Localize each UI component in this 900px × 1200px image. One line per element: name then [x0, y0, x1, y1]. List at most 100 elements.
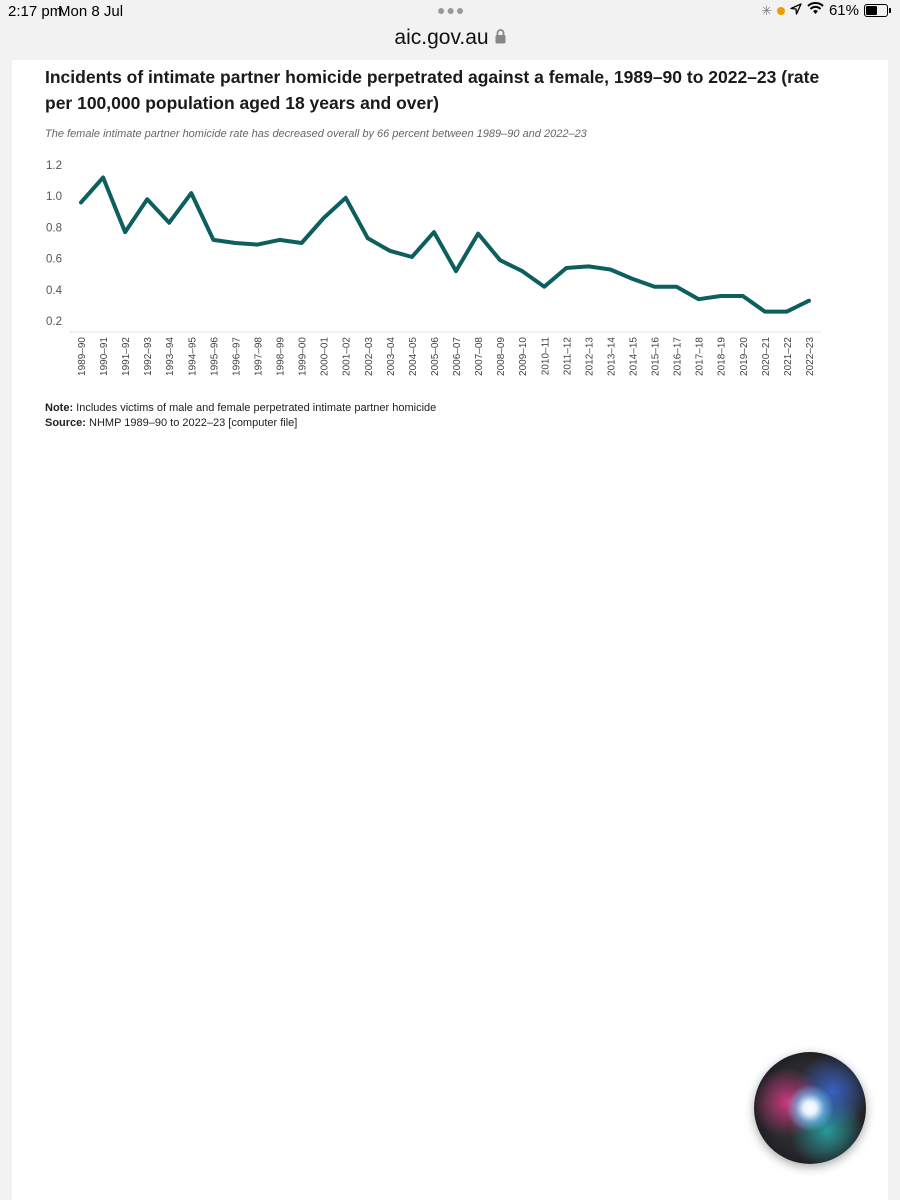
note-line: Note: Includes victims of male and femal… [45, 401, 436, 416]
x-tick-label: 1992–93 [143, 337, 154, 376]
x-tick-label: 1995–96 [209, 337, 220, 376]
data-point [608, 268, 612, 272]
x-tick-label: 2005–06 [430, 337, 441, 376]
data-point [675, 285, 679, 289]
data-point [432, 230, 436, 234]
data-point [255, 243, 259, 247]
data-point [366, 236, 370, 240]
x-tick-label: 2008–09 [496, 337, 507, 376]
y-tick-label: 1.0 [46, 191, 62, 203]
x-tick-label: 2007–08 [474, 337, 485, 376]
data-point [189, 191, 193, 195]
x-tick-label: 2016–17 [673, 337, 684, 376]
data-point [564, 266, 568, 270]
x-tick-label: 2017–18 [695, 337, 706, 376]
x-tick-label: 2011–12 [562, 337, 573, 376]
multitasking-dots-icon[interactable]: ●●● [437, 2, 466, 18]
data-point [520, 269, 524, 273]
address-bar[interactable]: aic.gov.au [0, 24, 900, 58]
x-tick-label: 2010–11 [540, 337, 551, 376]
line-chart: 1.2 1.0 0.8 0.6 0.4 0.2 1989–90 1990–91 1991–92 1… [46, 160, 821, 376]
data-point [233, 241, 237, 245]
note-label: Note: [45, 402, 74, 414]
x-tick-label: 1996–97 [231, 337, 242, 376]
data-point [101, 175, 105, 179]
x-tick-label: 2022–23 [805, 337, 816, 376]
source-text: NHMP 1989–90 to 2022–23 [computer file] [85, 417, 298, 429]
data-point [278, 238, 282, 242]
data-point [586, 264, 590, 268]
data-point [719, 294, 723, 298]
source-line: Source: NHMP 1989–90 to 2022–23 [compute… [45, 416, 436, 431]
note-text: Includes victims of male and female perp… [73, 402, 437, 414]
data-point [653, 285, 657, 289]
x-tick-label: 2015–16 [651, 337, 662, 376]
x-tick-label: 1997–98 [253, 337, 264, 376]
status-icons: ✳ 61% [761, 2, 891, 19]
data-point [763, 310, 767, 314]
source-label: Source: [45, 417, 86, 429]
data-point [322, 216, 326, 220]
chart-subtitle: The female intimate partner homicide rat… [45, 128, 587, 140]
x-tick-label: 1994–95 [187, 337, 198, 376]
data-point [388, 249, 392, 253]
x-tick-label: 2003–04 [386, 337, 397, 376]
chart-title: Incidents of intimate partner homicide p… [45, 67, 820, 113]
x-tick-label: 2019–20 [739, 337, 750, 376]
x-tick-label: 1991–92 [121, 337, 132, 376]
y-tick-label: 0.2 [46, 316, 62, 328]
data-point [300, 241, 304, 245]
status-date: Mon 8 Jul [58, 3, 124, 20]
x-tick-label: 1998–99 [276, 337, 287, 376]
data-point [542, 285, 546, 289]
data-point [454, 269, 458, 273]
x-tick-label: 2018–19 [717, 337, 728, 376]
x-tick-label: 1999–00 [298, 337, 309, 376]
data-point [410, 255, 414, 259]
data-point [79, 200, 83, 204]
x-tick-label: 2006–07 [452, 337, 463, 376]
data-point [807, 299, 811, 303]
data-point [498, 258, 502, 262]
x-tick-label: 2009–10 [518, 337, 529, 376]
data-point [123, 230, 127, 234]
loading-spinner-icon: ✳ [761, 2, 772, 18]
siri-orb-icon[interactable] [754, 1052, 866, 1164]
y-tick-label: 0.8 [46, 222, 62, 234]
data-point [476, 232, 480, 236]
web-page: Incidents of intimate partner homicide p… [12, 60, 888, 1200]
y-tick-label: 1.2 [46, 160, 62, 172]
data-point [631, 277, 635, 281]
chart-notes: Note: Includes victims of male and femal… [45, 401, 436, 431]
data-point [145, 197, 149, 201]
x-tick-label: 2013–14 [606, 337, 617, 376]
data-point [344, 196, 348, 200]
series-line [79, 175, 811, 314]
x-tick-label: 2000–01 [320, 337, 331, 376]
location-arrow-icon [790, 2, 802, 19]
url-text[interactable]: aic.gov.au [394, 26, 489, 49]
status-bar: 2:17 pm Mon 8 Jul ●●● ✳ 61% [0, 0, 900, 24]
x-tick-label: 2002–03 [364, 337, 375, 376]
battery-percent: 61% [828, 2, 859, 19]
data-point [697, 297, 701, 301]
lock-icon [495, 26, 506, 50]
x-tick-label: 1990–91 [99, 337, 110, 376]
data-point [167, 221, 171, 225]
x-tick-label: 2014–15 [629, 337, 640, 376]
battery-icon [864, 4, 891, 17]
x-tick-label: 1989–90 [77, 337, 88, 376]
data-point [741, 294, 745, 298]
microphone-indicator-icon [776, 6, 785, 15]
x-tick-label: 2021–22 [783, 337, 794, 376]
data-point [785, 310, 789, 314]
status-time: 2:17 pm [8, 3, 63, 20]
x-tick-label: 2020–21 [761, 337, 772, 376]
y-tick-label: 0.4 [46, 285, 63, 297]
wifi-icon [807, 2, 824, 19]
x-tick-label: 2001–02 [342, 337, 353, 376]
y-tick-label: 0.6 [46, 254, 62, 266]
x-tick-label: 2004–05 [408, 337, 419, 376]
data-point [211, 238, 215, 242]
x-tick-label: 1993–94 [165, 337, 176, 376]
